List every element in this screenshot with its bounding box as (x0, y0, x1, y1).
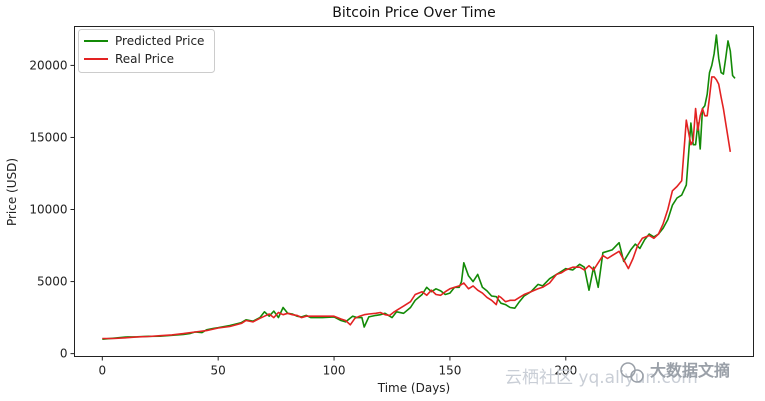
legend-box (78, 29, 215, 73)
watermark: 云栖社区 yq.aliyun.com 大数据文摘 (505, 361, 730, 388)
y-tick-label: 10000 (29, 203, 67, 217)
series-line-real-price (102, 76, 732, 340)
legend-label-real: Real Price (115, 52, 174, 66)
x-tick-label: 50 (211, 364, 226, 378)
chart-title: Bitcoin Price Over Time (332, 5, 495, 21)
watermark-left-text: 云栖社区 yq.aliyun.com (505, 368, 698, 388)
x-tick-label: 150 (438, 364, 461, 378)
y-tick-label: 20000 (29, 58, 67, 72)
axis-ticks: 0 50 100 150 200 0 5000 10000 15000 20000 (29, 58, 577, 377)
y-tick-label: 0 (60, 347, 68, 361)
x-axis-label: Time (Days) (377, 381, 451, 395)
y-tick-label: 5000 (37, 275, 68, 289)
x-tick-label: 0 (98, 364, 106, 378)
x-tick-label: 200 (554, 364, 577, 378)
y-tick-label: 15000 (29, 130, 67, 144)
legend: Predicted Price Real Price (78, 29, 215, 73)
series-line-predicted-price (102, 34, 736, 340)
legend-label-predicted: Predicted Price (115, 34, 204, 48)
wechat-icon (620, 362, 644, 383)
watermark-right-text: 大数据文摘 (650, 361, 730, 380)
plot-area (74, 26, 754, 357)
x-tick-label: 100 (323, 364, 346, 378)
y-axis-label: Price (USD) (5, 158, 19, 226)
series-layer (102, 34, 736, 340)
